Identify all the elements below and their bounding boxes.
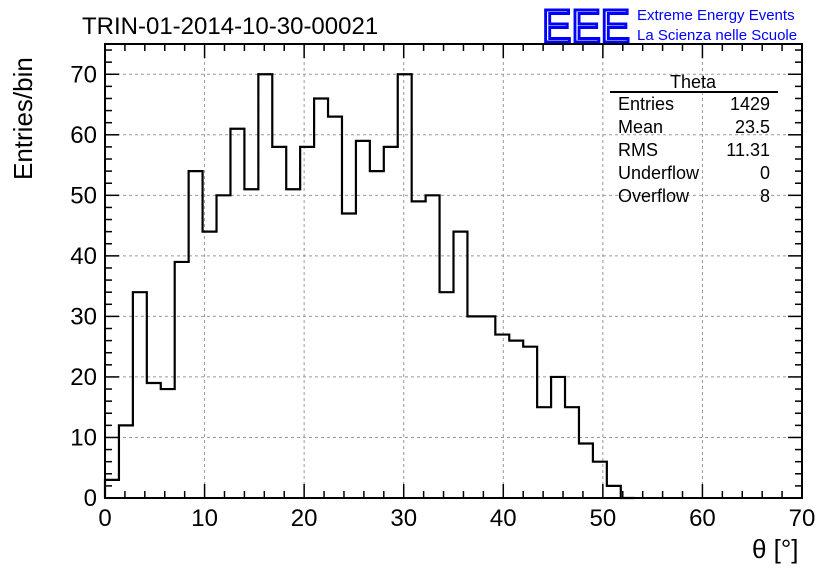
histogram-bin xyxy=(300,147,314,498)
x-axis-label: θ [°] xyxy=(752,534,799,564)
x-tick-label: 50 xyxy=(590,505,617,532)
y-tick-label: 40 xyxy=(70,243,97,270)
histogram-bin xyxy=(579,444,593,498)
histogram-bin xyxy=(551,377,565,498)
x-tick-label: 0 xyxy=(98,505,111,532)
logo-line2: La Scienza nelle Scuole xyxy=(637,27,797,44)
histogram-bin xyxy=(342,213,356,498)
histogram-bin xyxy=(314,98,328,498)
chart-title: TRIN-01-2014-10-30-00021 xyxy=(82,13,378,40)
axes xyxy=(104,43,803,499)
x-tick-label: 10 xyxy=(191,505,218,532)
histogram-bin xyxy=(272,147,286,498)
histogram-bin xyxy=(356,141,370,498)
histogram-bin xyxy=(537,407,551,498)
stats-box: Theta Entries 1429 Mean 23.5 RMS 11.31 Underfl… xyxy=(610,72,778,206)
histogram-bin xyxy=(495,335,509,498)
tick-labels: 0 10 20 30 40 50 60 70 0 10 20 30 40 50 60 70 xyxy=(70,61,815,532)
y-tick-label: 70 xyxy=(70,61,97,88)
histogram-bin xyxy=(258,74,272,498)
stats-value: 0 xyxy=(760,163,770,183)
histogram-bars xyxy=(103,73,635,500)
histogram-bin xyxy=(426,195,440,498)
stats-label: Underflow xyxy=(618,163,700,183)
stats-value: 23.5 xyxy=(735,117,770,137)
histogram-bin xyxy=(398,74,412,498)
histogram-outline xyxy=(103,73,635,500)
histogram-bin xyxy=(523,347,537,498)
y-tick-label: 10 xyxy=(70,424,97,451)
histogram-bin xyxy=(286,189,300,498)
logo-line1: Extreme Energy Events xyxy=(637,7,795,24)
histogram-bin xyxy=(607,486,621,498)
x-tick-label: 60 xyxy=(689,505,716,532)
histogram-bin xyxy=(454,232,468,498)
histogram-bin xyxy=(328,117,342,498)
y-tick-label: 50 xyxy=(70,182,97,209)
histogram-bin xyxy=(467,316,481,498)
histogram-bin xyxy=(119,425,133,498)
x-tick-label: 40 xyxy=(490,505,517,532)
y-tick-label: 0 xyxy=(84,485,97,512)
histogram-bin xyxy=(593,462,607,498)
stats-value: 11.31 xyxy=(726,140,770,160)
histogram-bin xyxy=(509,341,523,498)
stats-label: Mean xyxy=(618,117,663,137)
eee-logo: EEE Extreme Energy Events La Scienza nel… xyxy=(541,0,798,54)
y-tick-label: 30 xyxy=(70,303,97,330)
histogram-bin xyxy=(147,383,161,498)
stats-value: 8 xyxy=(760,186,770,206)
histogram-bin xyxy=(440,292,454,498)
histogram-bin xyxy=(203,232,217,498)
histogram-bin xyxy=(105,480,119,498)
histogram-bin xyxy=(217,195,231,498)
stats-rows: Entries 1429 Mean 23.5 RMS 11.31 Underflow 0 Ove… xyxy=(618,94,770,206)
histogram-bin xyxy=(244,189,258,498)
histogram-bin xyxy=(175,262,189,498)
stats-title: Theta xyxy=(670,72,717,92)
x-tick-label: 70 xyxy=(789,505,816,532)
histogram-bin xyxy=(230,129,244,498)
histogram-bin xyxy=(481,316,495,498)
histogram-bin xyxy=(565,407,579,498)
stats-value: 1429 xyxy=(730,94,770,114)
histogram-bin xyxy=(384,147,398,498)
y-tick-label: 20 xyxy=(70,364,97,391)
x-tick-label: 20 xyxy=(291,505,318,532)
histogram-bin xyxy=(133,292,147,498)
y-axis-label: Entries/bin xyxy=(8,57,38,180)
histogram-bin xyxy=(189,171,203,498)
x-tick-label: 30 xyxy=(390,505,417,532)
stats-label: RMS xyxy=(618,140,658,160)
stats-label: Entries xyxy=(618,94,674,114)
plot-frame xyxy=(104,43,803,499)
histogram-bin xyxy=(412,201,426,498)
y-tick-label: 60 xyxy=(70,122,97,149)
histogram-bin xyxy=(161,389,175,498)
histogram-bin xyxy=(370,171,384,498)
stats-label: Overflow xyxy=(618,186,690,206)
